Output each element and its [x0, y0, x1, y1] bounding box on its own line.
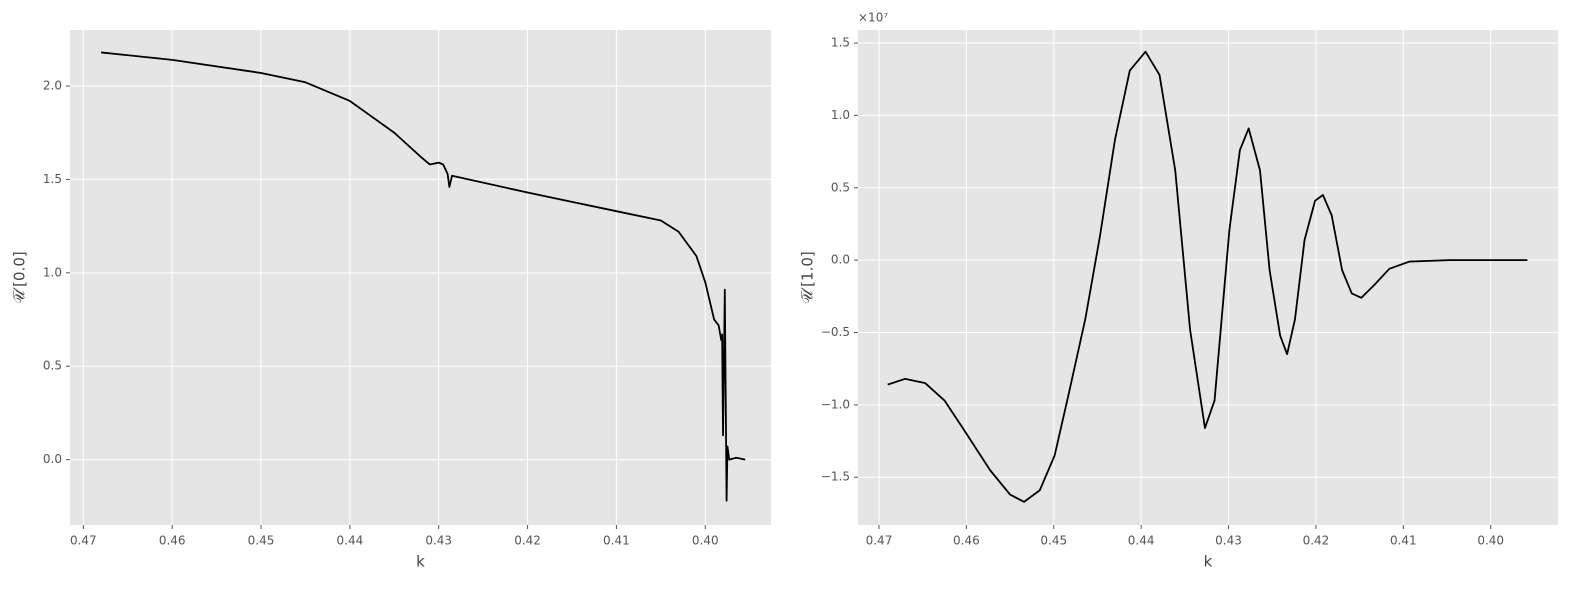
x-tick-label: 0.44 [337, 534, 364, 548]
x-tick-label: 0.40 [1477, 534, 1504, 548]
y-tick-label: 2.0 [43, 79, 62, 93]
x-tick-label: 0.45 [248, 534, 275, 548]
x-tick-label: 0.44 [1128, 534, 1155, 548]
x-axis-title: k [416, 553, 425, 571]
x-tick-label: 0.41 [603, 534, 630, 548]
y-tick-label: 1.5 [831, 36, 850, 50]
x-tick-label: 0.42 [514, 534, 541, 548]
y-tick-label: 1.0 [43, 265, 62, 279]
y-tick-label: −1.5 [821, 470, 850, 484]
y-axis-title: 𝒰̅′[0.0] [11, 251, 29, 303]
x-tick-label: 0.43 [425, 534, 452, 548]
y-tick-label: 1.5 [43, 172, 62, 186]
data-line [887, 50, 1528, 503]
x-tick-label: 0.41 [1390, 534, 1417, 548]
x-tick-label: 0.43 [1215, 534, 1242, 548]
data-line [101, 51, 746, 502]
plot-area [858, 30, 1558, 525]
x-tick-label: 0.45 [1040, 534, 1067, 548]
y-tick-label: 1.0 [831, 108, 850, 122]
y-axis-title: 𝒰̅′[1.0] [799, 251, 817, 303]
x-tick-label: 0.47 [70, 534, 97, 548]
x-tick-label: 0.46 [953, 534, 980, 548]
x-tick-label: 0.42 [1303, 534, 1330, 548]
y-tick-label: 0.0 [43, 452, 62, 466]
y-tick-label: 0.5 [43, 359, 62, 373]
x-tick-label: 0.46 [159, 534, 186, 548]
x-tick-label: 0.47 [866, 534, 893, 548]
y-tick-label: 0.0 [831, 253, 850, 267]
axis-offset: ×10⁷ [858, 11, 888, 25]
y-tick-label: −1.0 [821, 397, 850, 411]
y-tick-label: −0.5 [821, 325, 850, 339]
plot-area [70, 30, 771, 525]
x-tick-label: 0.40 [692, 534, 719, 548]
y-tick-label: 0.5 [831, 180, 850, 194]
x-axis-title: k [1204, 553, 1213, 571]
